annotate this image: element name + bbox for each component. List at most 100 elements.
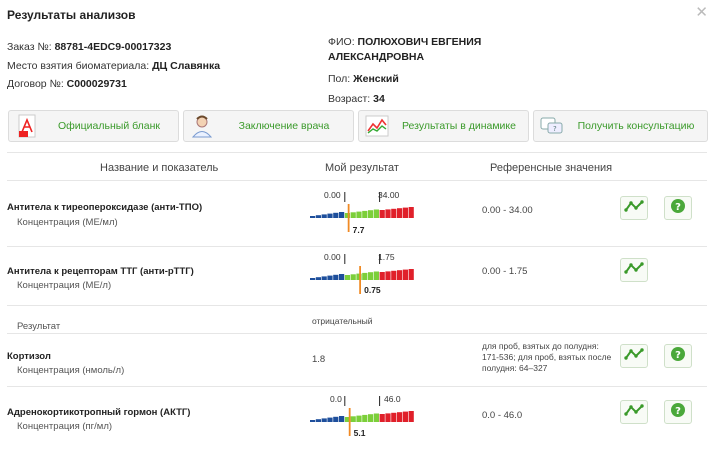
scale-segment (327, 417, 333, 422)
scale-segment (402, 269, 408, 280)
consultation-button[interactable]: ? Получить консультацию (533, 110, 708, 142)
scale-segment (356, 211, 362, 218)
divider (7, 246, 707, 247)
close-icon[interactable]: ✕ (695, 4, 708, 21)
scale-segment (315, 419, 321, 422)
help-button[interactable]: ? (664, 344, 692, 368)
scale-segment (385, 413, 391, 422)
scale-segment (362, 414, 368, 422)
scale-segment (310, 216, 316, 218)
scale-segment (368, 272, 374, 280)
help-button[interactable]: ? (664, 196, 692, 220)
column-header-reference: Референсные значения (490, 162, 613, 174)
patient-info: ФИО: ПОЛЮХОВИЧ ЕВГЕНИЯ АЛЕКСАНДРОВНА Пол… (328, 35, 518, 107)
analyte-unit: Концентрация (пг/мл) (17, 421, 113, 432)
order-info: Заказ №: 88781-4EDC9-00017323 Место взят… (7, 38, 220, 94)
dynamics-chart-button[interactable] (620, 196, 648, 220)
dynamics-chart-button[interactable] (620, 258, 648, 282)
analyte-unit: Концентрация (нмоль/л) (17, 365, 125, 376)
analyte-name: Антитела к тиреопероксидазе (анти-ТПО) (7, 202, 203, 213)
scale-segment (310, 420, 316, 422)
scale-segment (339, 416, 345, 422)
scale-segment (310, 278, 316, 280)
order-value: 88781-4EDC9-00017323 (54, 41, 172, 53)
sex-label: Пол: (328, 73, 351, 85)
svg-text:?: ? (675, 406, 681, 417)
reference-range: 0.00 - 1.75 (482, 266, 528, 277)
divider (7, 386, 707, 387)
scale-high-label: 1.75 (378, 252, 395, 262)
trend-icon (624, 347, 644, 366)
analyte-name: Адренокортикотропный гормон (АКТГ) (7, 407, 191, 418)
analyte-unit: Концентрация (МЕ/мл) (17, 217, 118, 228)
scale-segment (385, 271, 391, 280)
trend-icon (624, 403, 644, 422)
sex-value: Женский (353, 73, 399, 85)
help-button[interactable]: ? (664, 400, 692, 424)
analyte-unit: Концентрация (МЕ/л) (17, 280, 112, 291)
scale-segment (315, 277, 321, 280)
divider (7, 152, 707, 153)
question-icon: ? (670, 198, 686, 219)
scale-segment (362, 272, 368, 280)
scale-segment (350, 416, 356, 422)
scale-segment (408, 269, 414, 280)
official-form-button[interactable]: Официальный бланк (8, 110, 179, 142)
contract-label: Договор №: (7, 78, 64, 90)
sub-result-name: Результат (17, 321, 61, 332)
scale-segment (391, 412, 397, 422)
result-scale: 0.00 1.75 0.75 (310, 252, 415, 300)
scale-segment (408, 207, 414, 218)
result-scale: 0.0 46.0 5.1 (310, 394, 415, 442)
dynamics-label: Результаты в динамике (402, 120, 516, 132)
scale-segment (385, 209, 391, 218)
fio-value: ПОЛЮХОВИЧ ЕВГЕНИЯ АЛЕКСАНДРОВНА (328, 36, 482, 63)
scale-graphic (310, 396, 414, 436)
svg-text:?: ? (675, 350, 681, 361)
svg-text:?: ? (675, 202, 681, 213)
scale-segment (391, 270, 397, 280)
dynamics-button[interactable]: Результаты в динамике (358, 110, 529, 142)
scale-graphic (310, 192, 414, 232)
place-value: ДЦ Славянка (152, 59, 221, 72)
scale-segment (315, 215, 321, 218)
pdf-icon (14, 113, 40, 139)
scale-segment (397, 270, 403, 280)
doctor-conclusion-button[interactable]: Заключение врача (183, 110, 354, 142)
reference-range: для проб, взятых до полудня: 171-536; дл… (482, 341, 612, 373)
scale-segment (391, 208, 397, 218)
scale-segment (379, 414, 385, 422)
dynamics-chart-button[interactable] (620, 400, 648, 424)
dynamics-chart-button[interactable] (620, 344, 648, 368)
trend-icon (624, 261, 644, 280)
svg-text:?: ? (553, 125, 557, 133)
scale-high-label: 46.0 (384, 394, 401, 404)
divider (7, 333, 707, 334)
question-icon: ? (670, 346, 686, 367)
result-value: 1.8 (312, 354, 326, 365)
doctor-conclusion-label: Заключение врача (238, 120, 330, 132)
scale-graphic (310, 254, 414, 294)
official-form-label: Официальный бланк (57, 120, 161, 132)
scale-segment (344, 275, 350, 280)
page-title: Результаты анализов (7, 8, 136, 22)
analyte-name: Кортизол (7, 351, 51, 362)
scale-segment (362, 210, 368, 218)
scale-segment (321, 418, 327, 422)
scale-segment (379, 210, 385, 218)
place-label: Место взятия биоматериала: (7, 59, 150, 72)
reference-range: 0.0 - 46.0 (482, 410, 523, 421)
scale-high-label: 34.00 (378, 190, 400, 200)
scale-segment (350, 274, 356, 280)
scale-segment (333, 212, 339, 218)
chart-icon (364, 113, 390, 139)
contract-value: С000029731 (66, 78, 127, 90)
age-label: Возраст: (328, 93, 371, 105)
scale-segment (379, 272, 385, 280)
scale-segment (344, 213, 350, 218)
scale-segment (402, 207, 408, 218)
scale-segment (339, 212, 345, 218)
scale-low-label: 0.00 (324, 252, 341, 262)
scale-segment (321, 276, 327, 280)
question-icon: ? (670, 402, 686, 423)
